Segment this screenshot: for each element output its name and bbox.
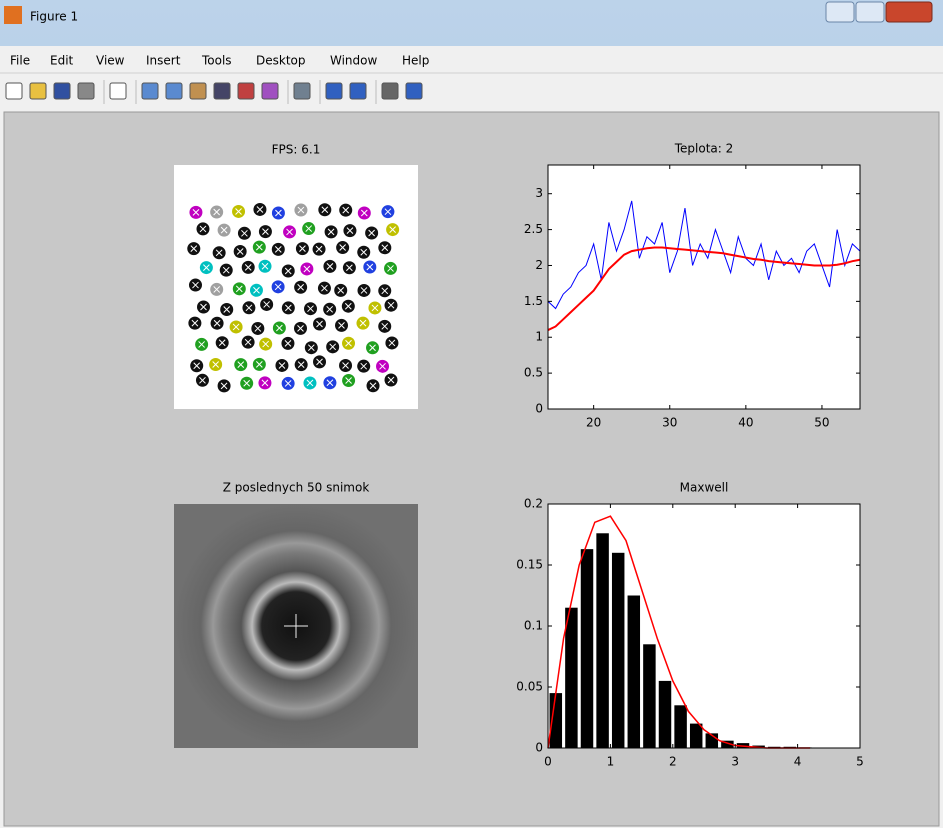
minimize-button[interactable] — [826, 2, 854, 22]
close-button[interactable] — [886, 2, 932, 22]
panel-title: FPS: 6.1 — [272, 143, 321, 157]
x-tick-label: 5 — [856, 755, 864, 769]
menu-item[interactable]: Insert — [146, 54, 181, 68]
menu-item[interactable]: Desktop — [256, 54, 306, 68]
menu-item[interactable]: View — [96, 54, 125, 68]
x-tick-label: 3 — [731, 755, 739, 769]
toolbar-button[interactable] — [142, 83, 158, 99]
y-tick-label: 0 — [535, 741, 543, 755]
x-tick-label: 40 — [738, 416, 753, 430]
bar — [674, 705, 686, 748]
menu-item[interactable]: Window — [330, 54, 378, 68]
panel-title: Z poslednych 50 snimok — [223, 481, 370, 495]
x-tick-label: 4 — [794, 755, 802, 769]
toolbar-button[interactable] — [110, 83, 126, 99]
window-title: Figure 1 — [30, 10, 78, 24]
menu-item[interactable]: Edit — [50, 54, 74, 68]
bar — [690, 724, 702, 748]
page: Figure 1 File Edit View Insert Tools Desktop W… — [0, 0, 943, 828]
bar — [612, 553, 624, 748]
toolbar-button[interactable] — [54, 83, 70, 99]
menu-bar: File Edit View Insert Tools Desktop Window Help — [10, 54, 429, 68]
y-tick-label: 3 — [535, 186, 543, 200]
x-tick-label: 2 — [669, 755, 677, 769]
toolbar-button[interactable] — [190, 83, 206, 99]
y-tick-label: 0.1 — [524, 619, 543, 633]
toolbar-button[interactable] — [6, 83, 22, 99]
menu-item[interactable]: Tools — [201, 54, 232, 68]
plot-area — [548, 165, 860, 409]
bar — [659, 681, 671, 748]
x-tick-label: 0 — [544, 755, 552, 769]
x-tick-label: 20 — [586, 416, 601, 430]
toolbar-button[interactable] — [238, 83, 254, 99]
y-tick-label: 0.15 — [516, 558, 543, 572]
app-icon — [4, 6, 22, 24]
figure-window: Figure 1 File Edit View Insert Tools Desktop W… — [0, 0, 943, 828]
toolbar-button[interactable] — [78, 83, 94, 99]
y-tick-label: 2 — [535, 258, 543, 272]
plot-area — [548, 504, 860, 748]
chart-title: Teplota: 2 — [674, 142, 734, 156]
x-tick-label: 1 — [607, 755, 615, 769]
y-tick-label: 0.2 — [524, 497, 543, 511]
toolbar-button[interactable] — [30, 83, 46, 99]
y-tick-label: 1.5 — [524, 294, 543, 308]
toolbar-button[interactable] — [262, 83, 278, 99]
y-tick-label: 0.05 — [516, 680, 543, 694]
chart-title: Maxwell — [680, 481, 729, 495]
bar — [643, 644, 655, 748]
toolbar-button[interactable] — [382, 83, 398, 99]
bar — [581, 549, 593, 748]
toolbar-button[interactable] — [214, 83, 230, 99]
maximize-button[interactable] — [856, 2, 884, 22]
y-tick-label: 1 — [535, 330, 543, 344]
x-tick-label: 50 — [814, 416, 829, 430]
toolbar-button[interactable] — [294, 83, 310, 99]
toolbar-button[interactable] — [350, 83, 366, 99]
bar — [628, 596, 640, 749]
toolbar-button[interactable] — [326, 83, 342, 99]
menu-item[interactable]: File — [10, 54, 30, 68]
menu-item[interactable]: Help — [402, 54, 429, 68]
toolbar-button[interactable] — [166, 83, 182, 99]
y-tick-label: 0.5 — [524, 366, 543, 380]
x-tick-label: 30 — [662, 416, 677, 430]
y-tick-label: 0 — [535, 402, 543, 416]
toolbar-button[interactable] — [406, 83, 422, 99]
y-tick-label: 2.5 — [524, 222, 543, 236]
bar — [565, 608, 577, 748]
bar — [596, 533, 608, 748]
